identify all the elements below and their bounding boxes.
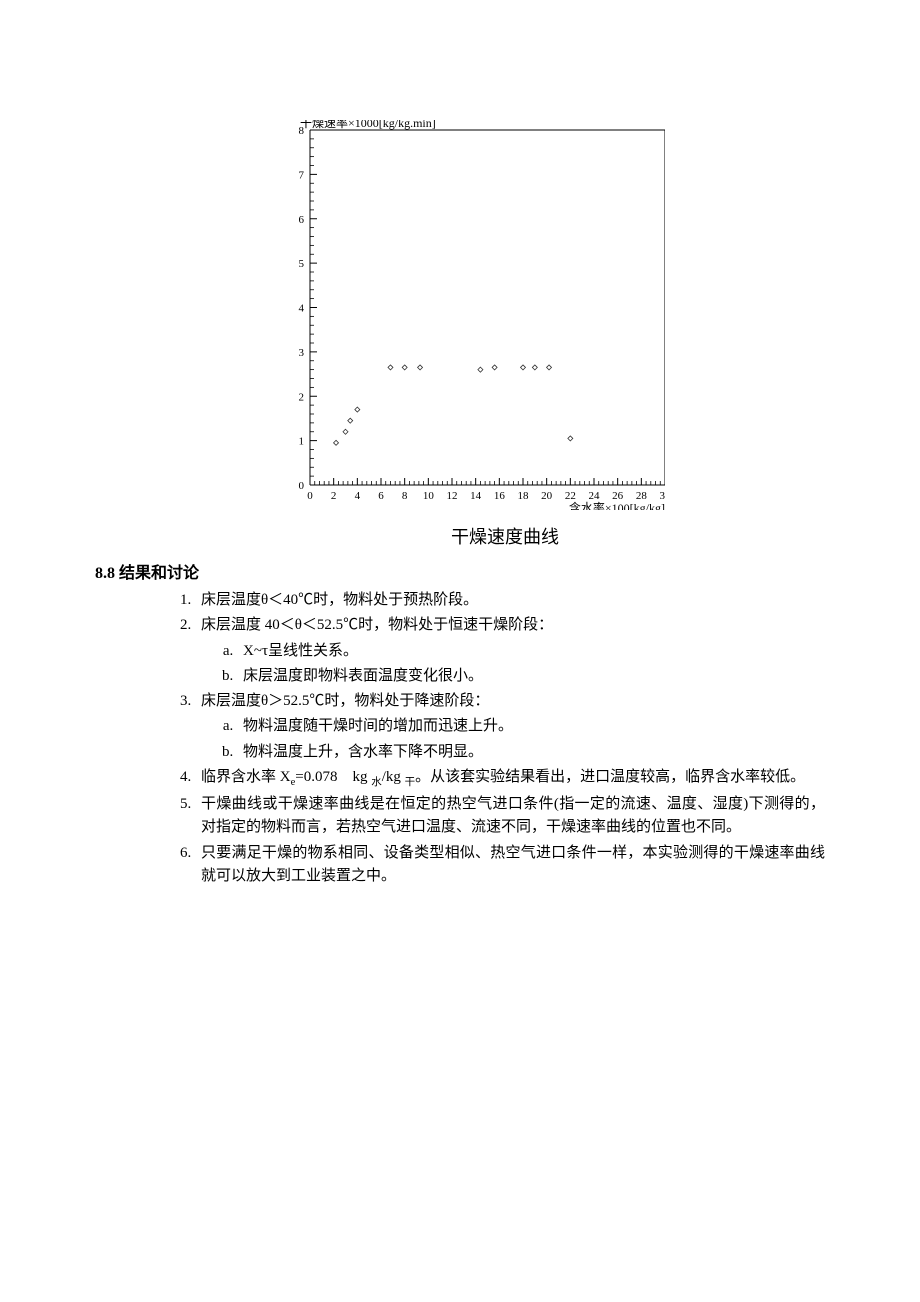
sub-list-item: 床层温度即物料表面温度变化很小。 [237, 665, 825, 688]
sub-list: X~τ呈线性关系。 床层温度即物料表面温度变化很小。 [201, 640, 825, 689]
svg-text:5: 5 [299, 258, 305, 270]
svg-text:8: 8 [402, 490, 408, 502]
list-item: 床层温度θ＜40℃时，物料处于预热阶段。 [195, 589, 825, 612]
svg-text:18: 18 [518, 490, 530, 502]
svg-text:20: 20 [541, 490, 553, 502]
text-fragment: /kg [382, 769, 405, 785]
svg-text:7: 7 [299, 169, 305, 181]
svg-text:12: 12 [447, 490, 458, 502]
section-title: 结果和讨论 [119, 565, 199, 582]
chart-caption: 干燥速度曲线 [95, 523, 825, 549]
svg-text:0: 0 [307, 490, 313, 502]
list-item-text: 床层温度θ＞52.5℃时，物料处于降速阶段： [201, 693, 489, 709]
sub-list-item: 物料温度随干燥时间的增加而迅速上升。 [237, 715, 825, 738]
svg-text:1: 1 [299, 436, 305, 448]
list-item: 干燥曲线或干燥速率曲线是在恒定的热空气进口条件(指一定的流速、温度、湿度)下测得… [195, 793, 825, 840]
text-fragment: =0.078 kg [295, 769, 371, 785]
svg-text:3: 3 [299, 347, 305, 359]
discussion-list: 床层温度θ＜40℃时，物料处于预热阶段。 床层温度 40＜θ＜52.5℃时，物料… [95, 589, 825, 888]
svg-text:2: 2 [331, 490, 337, 502]
svg-text:4: 4 [355, 490, 361, 502]
text-fragment: 。从该套实验结果看出，进口温度较高，临界含水率较低。 [415, 769, 805, 785]
svg-text:0: 0 [299, 480, 305, 492]
section-number: 8.8 [95, 565, 115, 582]
subscript: 水 [371, 777, 382, 788]
svg-text:16: 16 [494, 490, 506, 502]
list-item: 临界含水率 Xe=0.078 kg 水/kg 干。从该套实验结果看出，进口温度较… [195, 766, 825, 791]
drying-rate-chart: 012345678024681012141618202224262830干燥速率… [275, 120, 825, 515]
section-heading: 8.8 结果和讨论 [95, 559, 825, 583]
svg-text:14: 14 [470, 490, 482, 502]
sub-list: 物料温度随干燥时间的增加而迅速上升。 物料温度上升，含水率下降不明显。 [201, 715, 825, 764]
list-item: 床层温度θ＞52.5℃时，物料处于降速阶段： 物料温度随干燥时间的增加而迅速上升… [195, 690, 825, 764]
svg-text:6: 6 [378, 490, 384, 502]
list-item: 只要满足干燥的物系相同、设备类型相似、热空气进口条件一样，本实验测得的干燥速率曲… [195, 842, 825, 889]
svg-text:2: 2 [299, 391, 305, 403]
svg-text:含水率×100[kg/kg]: 含水率×100[kg/kg] [569, 500, 665, 510]
svg-text:干燥速率×1000[kg/kg.min]: 干燥速率×1000[kg/kg.min] [300, 120, 436, 130]
subscript: 干 [405, 777, 416, 788]
svg-text:4: 4 [299, 303, 305, 315]
svg-text:10: 10 [423, 490, 435, 502]
text-fragment: 临界含水率 X [201, 769, 291, 785]
svg-text:6: 6 [299, 214, 305, 226]
sub-list-item: 物料温度上升，含水率下降不明显。 [237, 741, 825, 764]
sub-list-item: X~τ呈线性关系。 [237, 640, 825, 663]
list-item: 床层温度 40＜θ＜52.5℃时，物料处于恒速干燥阶段： X~τ呈线性关系。 床… [195, 614, 825, 688]
list-item-text: 床层温度 40＜θ＜52.5℃时，物料处于恒速干燥阶段： [201, 617, 553, 633]
chart-svg: 012345678024681012141618202224262830干燥速率… [275, 120, 665, 510]
